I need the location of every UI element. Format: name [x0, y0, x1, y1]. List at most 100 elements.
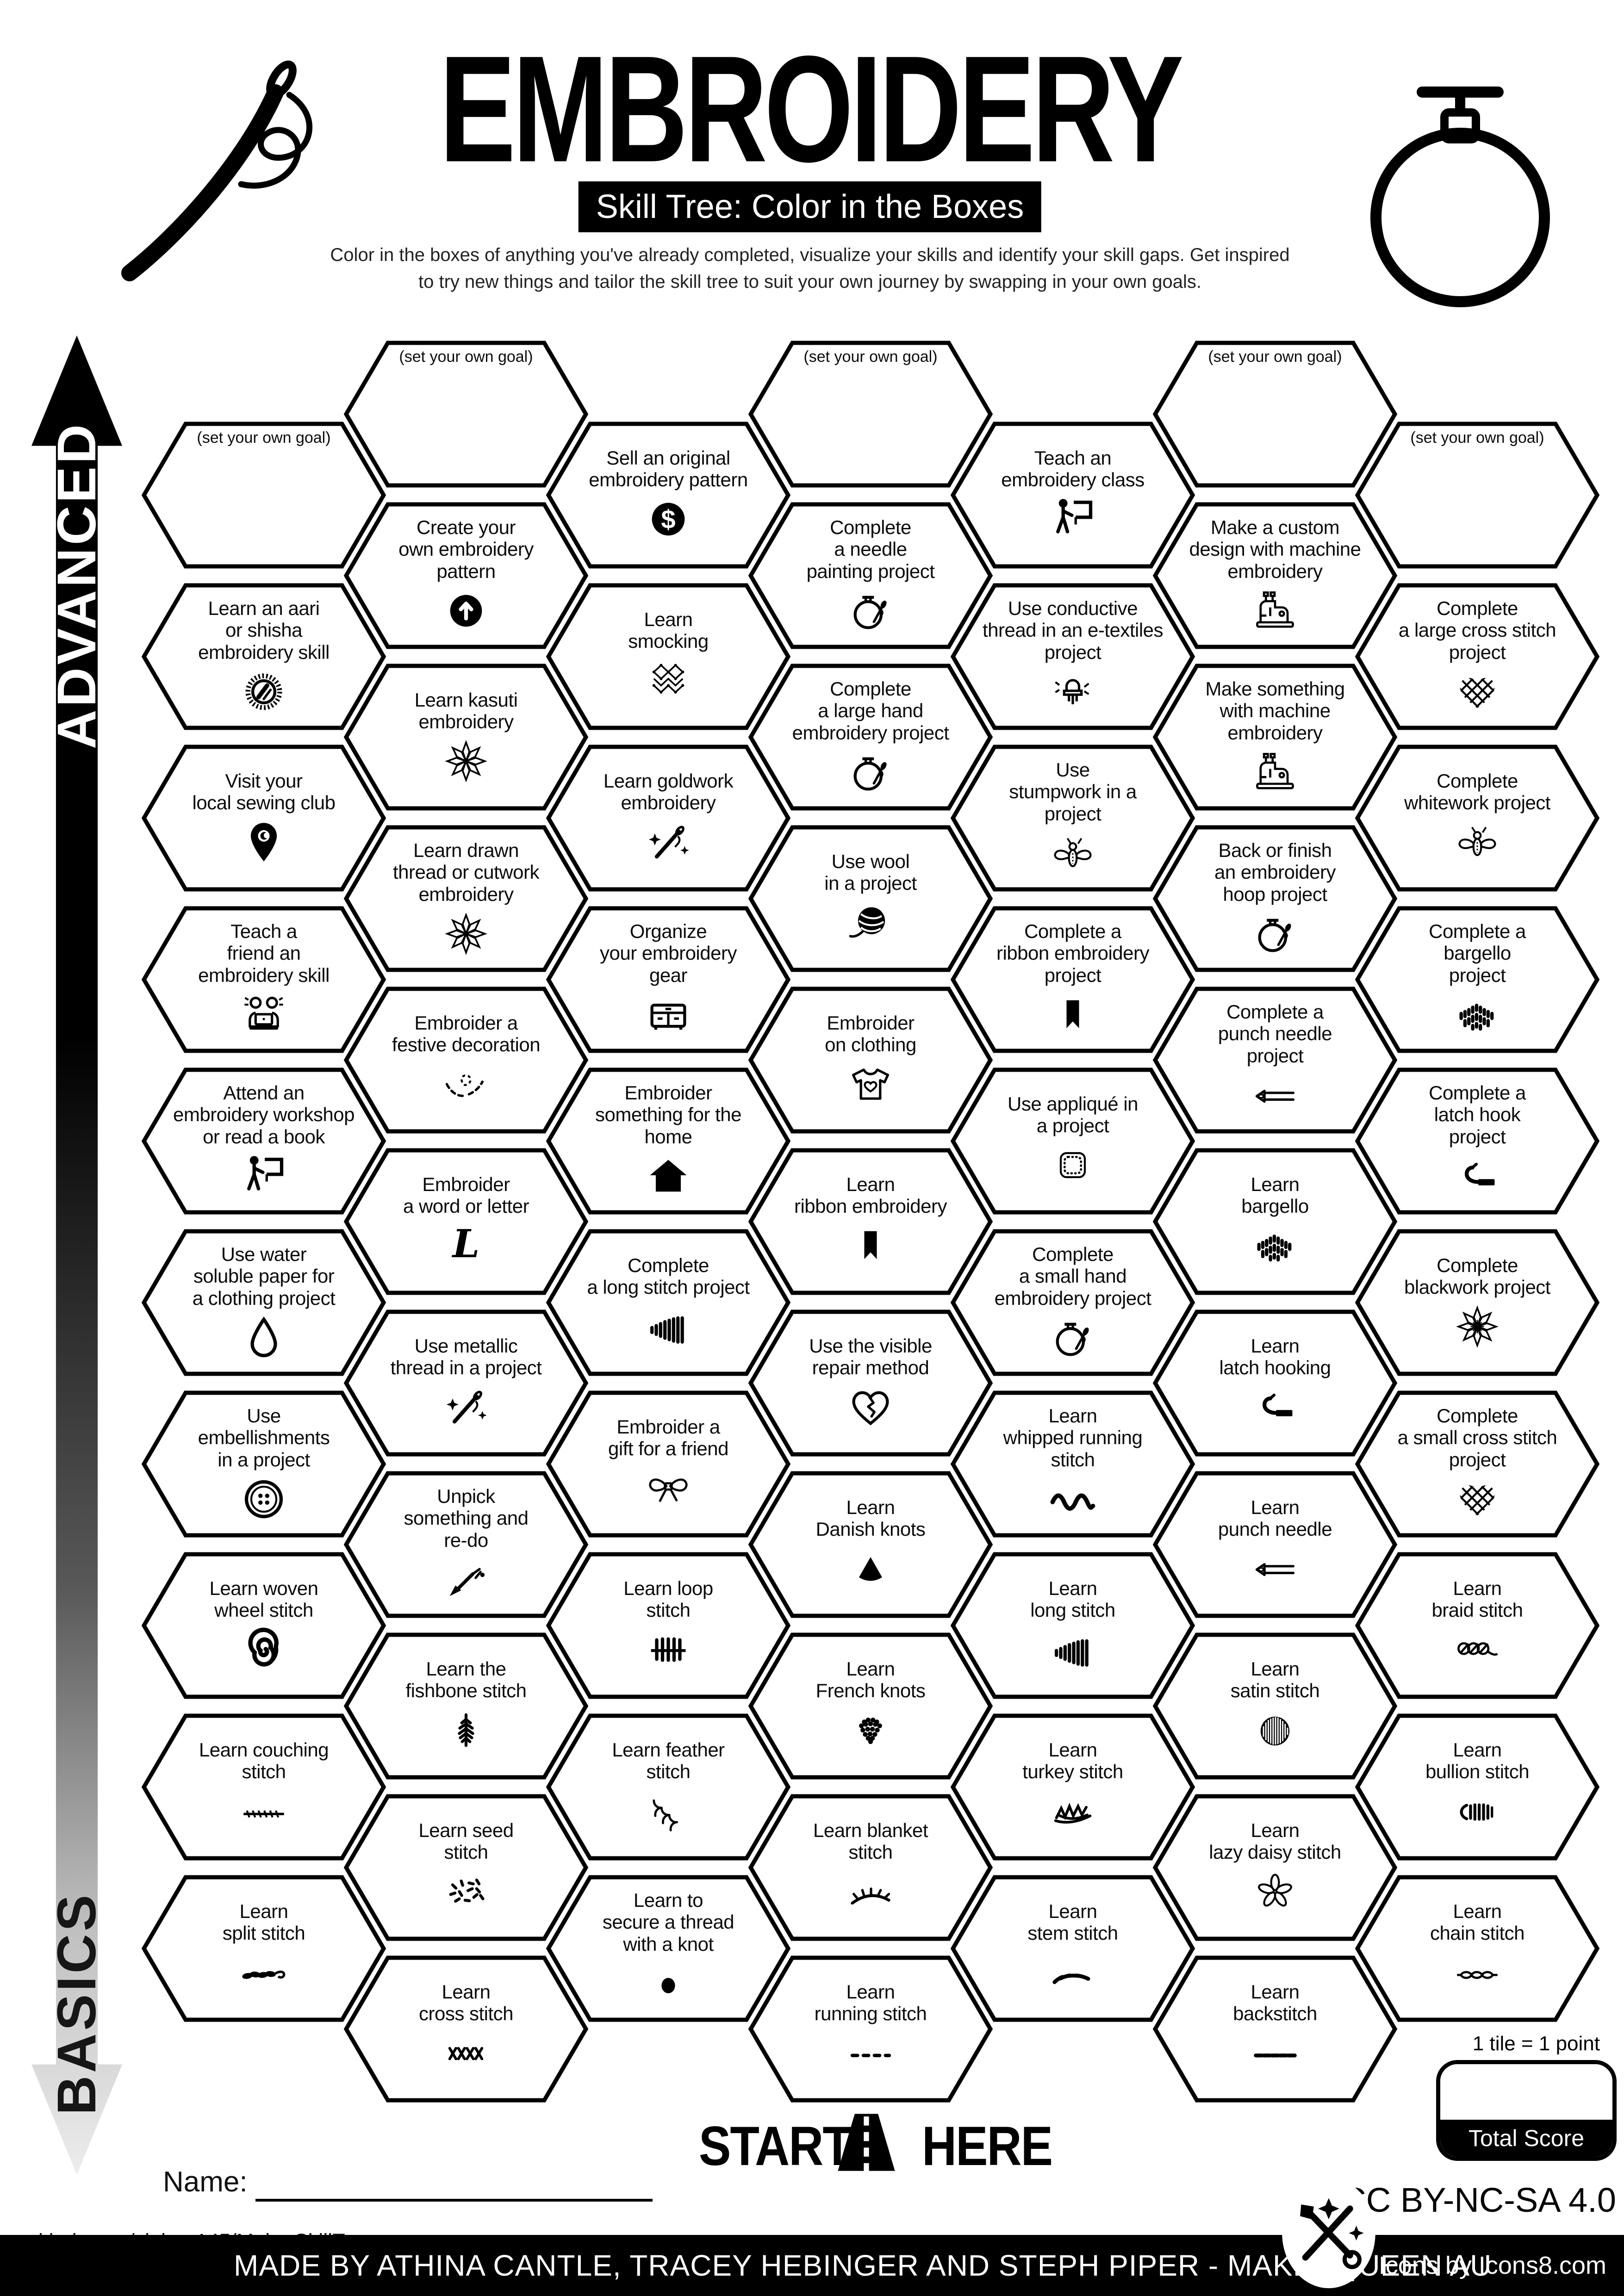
hex-tile[interactable]: Learn the fishbone stitch [343, 1632, 589, 1780]
road-icon [838, 2114, 895, 2172]
hexagon-outline [1355, 583, 1600, 730]
sparkle-needle-icon [644, 818, 692, 866]
hex-tile[interactable]: Learn woven wheel stitch [141, 1552, 386, 1699]
hex-tile[interactable]: Use water soluble paper for a clothing p… [141, 1229, 386, 1376]
hex-tile[interactable]: Learn goldwork embroidery [546, 745, 791, 892]
hex-tile[interactable]: Embroider a word or letter L [343, 1148, 589, 1295]
hex-tile-goal[interactable]: (set your own goal) [748, 341, 993, 488]
hex-label: Sell an original embroidery pattern [589, 447, 748, 490]
hex-label: Learn lazy daisy stitch [1209, 1819, 1341, 1863]
hex-tile[interactable]: Visit your local sewing club [141, 745, 386, 892]
hex-tile[interactable]: Complete a large cross stitch project [1355, 583, 1600, 730]
hex-tile[interactable]: Complete a long stitch project [546, 1229, 791, 1376]
hex-tile[interactable]: Learn punch needle [1152, 1471, 1398, 1618]
hex-tile[interactable]: Learn whipped running stitch [950, 1390, 1195, 1538]
hex-tile[interactable]: Learn latch hooking [1152, 1309, 1398, 1457]
hex-tile[interactable]: Use wool in a project [748, 825, 993, 972]
hex-tile-goal[interactable]: (set your own goal) [141, 422, 386, 569]
hex-tile[interactable]: Learn an aari or shisha embroidery skill [141, 583, 386, 730]
hexagon-outline [141, 422, 386, 569]
hex-tile[interactable]: Embroider on clothing [748, 987, 993, 1134]
hex-tile[interactable]: Use metallic thread in a project [343, 1309, 589, 1457]
hex-tile[interactable]: Use embellishments in a project [141, 1390, 386, 1538]
seed-scatter-icon [442, 1868, 490, 1916]
name-input-line[interactable] [255, 2199, 653, 2202]
hex-tile[interactable]: Embroider a gift for a friend [546, 1390, 791, 1538]
hex-label: Attend an embroidery workshop or read a … [173, 1081, 355, 1148]
hex-label: Use wool in a project [824, 850, 917, 894]
hex-tile[interactable]: Embroider a festive decoration [343, 987, 589, 1134]
hex-tile-goal[interactable]: (set your own goal) [343, 341, 589, 488]
hexagon-outline [343, 1148, 589, 1295]
hex-tile[interactable]: Attend an embroidery workshop or read a … [141, 1067, 386, 1215]
hex-tile[interactable]: Organize your embroidery gear [546, 906, 791, 1053]
hex-tile[interactable]: Complete whitework project [1355, 745, 1600, 892]
hex-tile[interactable]: Create your own embroidery pattern [343, 502, 589, 649]
hex-tile[interactable]: Learn feather stitch [546, 1713, 791, 1861]
hex-tile[interactable]: Embroider something for the home [546, 1067, 791, 1215]
hex-tile[interactable]: Learn couching stitch [141, 1713, 386, 1861]
long-stitch-bars-icon [1049, 1626, 1097, 1674]
hex-tile[interactable]: Complete a punch needle project [1152, 987, 1398, 1134]
hex-tile[interactable]: Learn French knots [748, 1632, 993, 1780]
hex-tile[interactable]: Complete a bargello project [1355, 906, 1600, 1053]
hex-label: Learn backstitch [1233, 1980, 1317, 2024]
hex-tile[interactable]: Complete a small cross stitch project [1355, 1390, 1600, 1538]
hex-tile[interactable]: Learn to secure a thread with a knot [546, 1875, 791, 2022]
hex-label: Complete a bargello project [1429, 920, 1526, 986]
hex-tile[interactable]: Use the visible repair method [748, 1309, 993, 1457]
hex-label: Unpick something and re-do [404, 1485, 529, 1551]
hex-tile[interactable]: Make something with machine embroidery [1152, 664, 1398, 811]
hex-tile[interactable]: Complete a large hand embroidery project [748, 664, 993, 811]
hex-tile[interactable]: Learn bargello [1152, 1148, 1398, 1295]
location-pin-icon [240, 818, 288, 866]
hexagon-outline [343, 502, 589, 649]
hex-tile[interactable]: Use conductive thread in an e-textiles p… [950, 583, 1195, 730]
hex-tile-goal[interactable]: (set your own goal) [1355, 422, 1600, 569]
tshirt-heart-icon [846, 1060, 895, 1108]
hex-tile[interactable]: Learn ribbon embroidery [748, 1148, 993, 1295]
hex-tile[interactable]: Learn bullion stitch [1355, 1713, 1600, 1861]
hex-tile[interactable]: Learn Danish knots [748, 1471, 993, 1618]
hex-tile[interactable]: Learn lazy daisy stitch [1152, 1794, 1398, 1941]
hexagon-outline [343, 1309, 589, 1457]
total-score-fill-area[interactable] [1440, 2064, 1612, 2120]
hex-tile[interactable]: Learn braid stitch [1355, 1552, 1600, 1699]
hex-tile[interactable]: Learn seed stitch [343, 1794, 589, 1941]
goal-label: (set your own goal) [1410, 429, 1544, 447]
hex-tile[interactable]: Learn running stitch [748, 1955, 993, 2103]
hex-tile[interactable]: Unpick something and re-do [343, 1471, 589, 1618]
hex-tile[interactable]: Complete a latch hook project [1355, 1067, 1600, 1215]
hex-tile[interactable]: Back or finish an embroidery hoop projec… [1152, 825, 1398, 972]
hex-tile[interactable]: Sell an original embroidery pattern $ [546, 422, 791, 569]
hex-tile[interactable]: Make a custom design with machine embroi… [1152, 502, 1398, 649]
hex-tile[interactable]: Use stumpwork in a project [950, 745, 1195, 892]
hexagon-outline [950, 1390, 1195, 1538]
hex-tile[interactable]: Learn satin stitch [1152, 1632, 1398, 1780]
hex-tile[interactable]: Complete a small hand embroidery project [950, 1229, 1195, 1376]
hex-tile[interactable]: Learn long stitch [950, 1552, 1195, 1699]
hex-tile[interactable]: Use appliqué in a project [950, 1067, 1195, 1215]
hex-tile[interactable]: Learn loop stitch [546, 1552, 791, 1699]
hex-tile[interactable]: Learn cross stitch [343, 1955, 589, 2103]
hex-tile[interactable]: Teach a friend an embroidery skill [141, 906, 386, 1053]
hex-label: Visit your local sewing club [192, 769, 336, 813]
hexagon-outline [141, 1552, 386, 1699]
axis-advanced-label: ADVANCED [46, 422, 107, 749]
hex-tile[interactable]: Learn turkey stitch [950, 1713, 1195, 1861]
hex-tile[interactable]: Learn chain stitch [1355, 1875, 1600, 2022]
hex-tile[interactable]: Complete blackwork project [1355, 1229, 1600, 1376]
hex-tile[interactable]: Learn kasuti embroidery [343, 664, 589, 811]
hex-tile[interactable]: Learn stem stitch [950, 1875, 1195, 2022]
hex-tile[interactable]: Learn backstitch [1152, 1955, 1398, 2103]
hexagon-outline [343, 664, 589, 811]
hex-tile[interactable]: Learn smocking [546, 583, 791, 730]
hex-tile[interactable]: Complete a needle painting project [748, 502, 993, 649]
hex-tile[interactable]: Learn split stitch [141, 1875, 386, 2022]
hexagon-outline [1152, 1632, 1398, 1780]
hex-tile[interactable]: Teach an embroidery class [950, 422, 1195, 569]
hex-tile[interactable]: Complete a ribbon embroidery project [950, 906, 1195, 1053]
hex-tile-goal[interactable]: (set your own goal) [1152, 341, 1398, 488]
hex-tile[interactable]: Learn drawn thread or cutwork embroidery [343, 825, 589, 972]
hex-tile[interactable]: Learn blanket stitch [748, 1794, 993, 1941]
